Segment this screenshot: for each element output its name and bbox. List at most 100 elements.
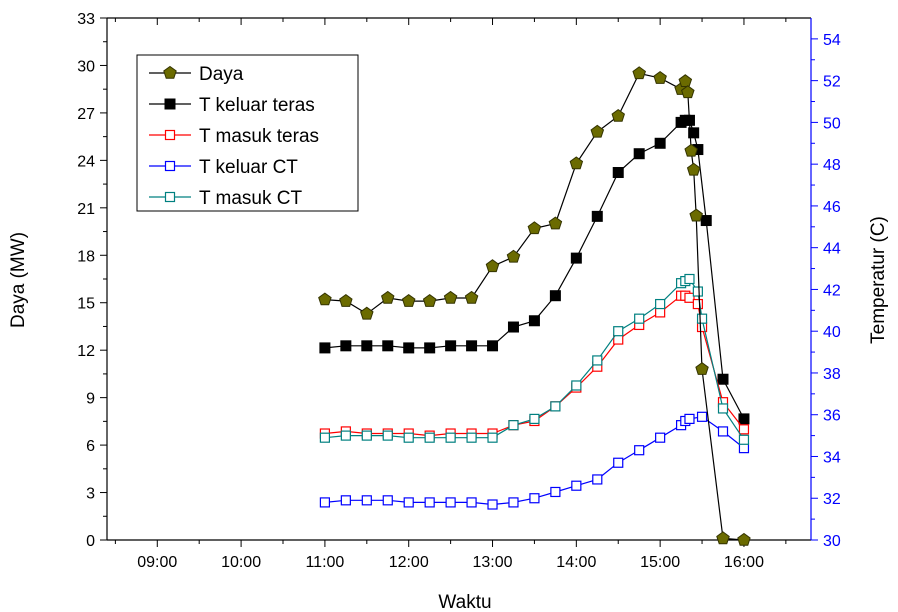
- data-point: [570, 252, 582, 264]
- data-point: [654, 137, 666, 149]
- data-point: [424, 342, 436, 354]
- data-point: [382, 495, 393, 506]
- data-point: [529, 493, 540, 504]
- data-point: [634, 313, 645, 324]
- legend-item-t-keluar-ct: T keluar CT: [149, 157, 298, 178]
- data-point: [655, 298, 666, 310]
- data-point: [529, 413, 540, 424]
- y2-axis-label: Temperatur (C): [868, 216, 889, 344]
- data-point: [443, 290, 458, 304]
- data-point: [340, 340, 352, 352]
- data-point: [466, 497, 477, 508]
- data-point: [738, 424, 750, 435]
- data-point: [592, 474, 603, 485]
- data-point: [403, 432, 414, 443]
- data-point: [571, 480, 582, 491]
- legend-label: T keluar CT: [199, 157, 298, 178]
- data-point: [684, 143, 698, 157]
- data-point: [633, 148, 645, 160]
- y2-tick-label: 44: [823, 241, 841, 258]
- data-point: [487, 432, 498, 443]
- data-point: [592, 355, 603, 366]
- data-point: [422, 293, 437, 307]
- data-point: [591, 210, 603, 222]
- legend-marker: [163, 65, 177, 79]
- series-layer: [318, 66, 751, 546]
- data-point: [527, 221, 542, 235]
- data-point: [653, 70, 667, 84]
- data-point: [696, 313, 708, 324]
- data-point: [528, 315, 540, 327]
- y2-tick-label: 46: [823, 199, 841, 216]
- data-point: [549, 290, 561, 302]
- data-point: [569, 156, 584, 170]
- y2-tick-label: 54: [823, 32, 841, 49]
- data-point: [401, 293, 416, 307]
- y-tick-label: 33: [77, 11, 95, 28]
- legend-item-t-masuk-teras: T masuk teras: [149, 126, 319, 147]
- data-point: [655, 432, 666, 443]
- data-point: [692, 286, 703, 297]
- data-point: [403, 497, 414, 508]
- data-point: [550, 401, 561, 412]
- data-point: [340, 430, 351, 441]
- y2-tick-label: 42: [823, 282, 841, 299]
- y2-tick-label: 32: [823, 491, 841, 508]
- data-point: [655, 307, 666, 318]
- legend-marker: [164, 129, 176, 141]
- data-point: [681, 85, 695, 99]
- data-point: [319, 497, 331, 508]
- data-point: [487, 340, 499, 352]
- data-point: [737, 532, 751, 546]
- x-tick-label: 12:00: [389, 554, 429, 571]
- x-tick-label: 14:00: [556, 554, 596, 571]
- x-tick-label: 11:00: [305, 554, 344, 571]
- y2-tick-label: 50: [823, 115, 841, 132]
- data-point: [696, 411, 708, 422]
- data-point: [424, 497, 435, 508]
- x-tick-label: 10:00: [221, 554, 261, 571]
- y-tick-label: 15: [77, 296, 95, 313]
- series-daya: [318, 66, 751, 546]
- x-tick-label: 13:00: [473, 554, 513, 571]
- y-tick-label: 6: [86, 438, 95, 455]
- legend-marker: [164, 98, 176, 110]
- data-point: [684, 292, 695, 303]
- data-point: [548, 216, 563, 230]
- data-point: [318, 292, 332, 306]
- data-point: [339, 293, 353, 307]
- y-tick-label: 0: [86, 533, 95, 550]
- data-point: [634, 445, 645, 456]
- data-point: [466, 432, 477, 443]
- x-tick-label: 09:00: [137, 554, 177, 571]
- series-t-masuk-ct: [319, 273, 750, 445]
- data-point: [632, 66, 646, 80]
- data-point: [590, 124, 605, 138]
- y2-tick-label: 36: [823, 408, 841, 425]
- legend-item-t-keluar-teras: T keluar teras: [149, 95, 315, 116]
- data-point: [360, 306, 374, 320]
- y2-tick-label: 48: [823, 157, 841, 174]
- legend-label: T keluar teras: [199, 95, 315, 116]
- data-point: [424, 432, 435, 443]
- data-point: [361, 340, 373, 352]
- y2-tick-label: 38: [823, 366, 841, 383]
- y2-tick-label: 34: [823, 449, 841, 466]
- data-point: [695, 362, 709, 375]
- data-point: [700, 215, 712, 227]
- y-tick-label: 3: [86, 486, 95, 503]
- y-tick-label: 27: [77, 106, 95, 123]
- data-point: [717, 373, 729, 385]
- data-point: [506, 249, 521, 263]
- data-point: [485, 259, 500, 273]
- y-tick-label: 30: [77, 58, 95, 75]
- data-point: [612, 167, 624, 179]
- legend-item-t-masuk-ct: T masuk CT: [149, 188, 303, 209]
- data-point: [689, 208, 703, 222]
- data-point: [688, 127, 700, 139]
- axes: 0369121518212427303330323436384042444648…: [77, 11, 841, 571]
- data-point: [382, 340, 394, 352]
- data-point: [382, 430, 393, 441]
- data-point: [464, 290, 479, 304]
